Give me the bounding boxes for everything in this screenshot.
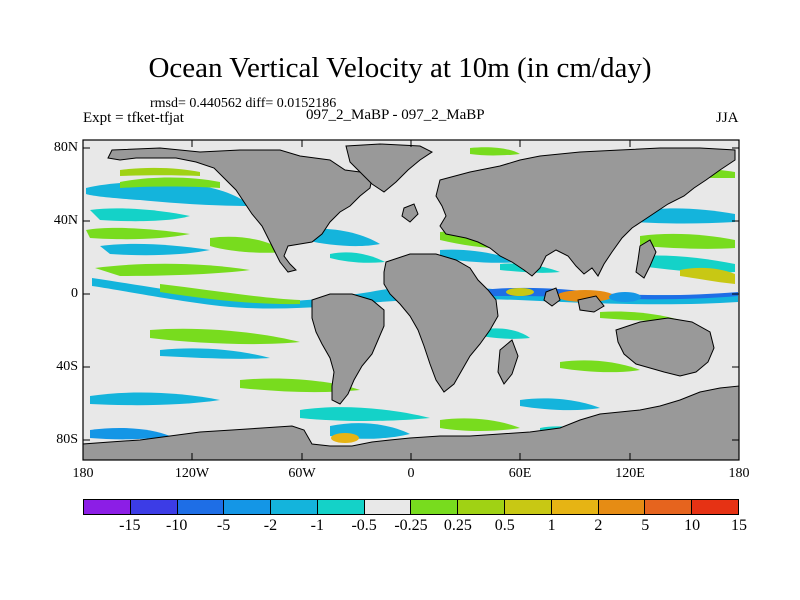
contour-patch: [520, 398, 600, 411]
colorbar-box: [411, 500, 459, 514]
land-eurasia: [435, 147, 736, 277]
land-antarctica: [82, 385, 740, 461]
x-tick-label: 180: [728, 466, 750, 481]
land-island: [401, 203, 419, 223]
colorbar-label: -15: [119, 517, 141, 534]
contour-patch: [506, 288, 534, 296]
land-madagascar: [497, 339, 519, 385]
x-tick-label: 60W: [288, 466, 316, 481]
contour-patch: [480, 287, 738, 300]
y-tick-label: 40N: [53, 213, 78, 228]
x-tick-label: 180: [72, 466, 94, 481]
colorbar-box: [645, 500, 693, 514]
contour-patch: [120, 177, 220, 188]
contour-patch: [640, 233, 735, 249]
contour-patch: [640, 255, 735, 273]
colorbar-label: 5: [641, 517, 650, 534]
contour-patch: [90, 392, 220, 406]
season-label: JJA: [716, 110, 739, 126]
colorbar-label: 15: [731, 517, 747, 534]
contour-patch: [120, 167, 200, 176]
y-tick-marks: [83, 147, 739, 441]
contour-patch: [160, 284, 300, 305]
plot-title: Ocean Vertical Velocity at 10m (in cm/da…: [148, 52, 652, 84]
colorbar-box: [84, 500, 131, 514]
y-tick-label: 0: [71, 286, 78, 301]
colorbar-label: -10: [166, 517, 188, 534]
colorbar-box: [364, 500, 412, 514]
contour-patch: [95, 263, 250, 276]
colorbar-label: -0.5: [351, 517, 377, 534]
land-island: [577, 295, 605, 313]
colorbar-label: -0.25: [394, 517, 428, 534]
colorbar-box: [505, 500, 552, 514]
center-label: 097_2_MaBP - 097_2_MaBP: [306, 107, 485, 123]
colorbar: [83, 499, 739, 515]
contour-patch: [330, 252, 385, 263]
colorbar-label: 0.25: [443, 517, 472, 534]
stats-label: rmsd= 0.440562 diff= 0.0152186: [150, 96, 337, 111]
land-masses: [82, 143, 740, 461]
colorbar-box: [130, 500, 178, 514]
contour-patch: [90, 208, 190, 222]
colorbar-box: [177, 500, 225, 514]
colorbar-label: -1: [310, 517, 324, 534]
contour-patch: [609, 292, 641, 302]
contour-patch: [600, 311, 680, 321]
contour-patch: [331, 433, 359, 443]
colorbar-label: 10: [684, 517, 701, 534]
y-tick-label: 40S: [56, 359, 78, 374]
contour-patch: [470, 147, 520, 156]
colorbar-label: 0.5: [494, 517, 515, 534]
contour-patch: [86, 181, 250, 206]
colorbar-box: [458, 500, 506, 514]
x-tick-marks: [82, 140, 740, 460]
colorbar-box: [692, 500, 738, 514]
colorbar-box: [317, 500, 365, 514]
contour-patch: [560, 360, 640, 373]
colorbar-box: [224, 500, 272, 514]
contour-patch: [240, 378, 360, 393]
y-tick-label: 80S: [56, 432, 78, 447]
colorbar-box: [551, 500, 599, 514]
contour-patch: [90, 428, 170, 440]
x-tick-label: 120W: [174, 466, 210, 481]
x-tick-label: 0: [407, 466, 415, 481]
land-japan: [635, 239, 657, 279]
colorbar-label: 2: [594, 517, 603, 534]
contour-patch: [440, 249, 520, 263]
contour-patch: [440, 418, 520, 431]
contour-patch: [160, 348, 270, 359]
contour-patch: [100, 243, 210, 256]
contour-patch: [680, 267, 735, 284]
colorbar-box: [271, 500, 318, 514]
y-tick-label: 80N: [53, 140, 78, 155]
colorbar-box: [598, 500, 646, 514]
colorbar-label: 1: [547, 517, 556, 534]
colorbar-label: -5: [216, 517, 231, 534]
land-africa: [383, 253, 499, 393]
contour-patch: [150, 328, 300, 345]
contour-patch: [86, 227, 190, 240]
contour-patch: [635, 208, 735, 224]
colorbar-label: -2: [263, 517, 278, 534]
contour-patch: [480, 328, 530, 339]
x-tick-label: 120E: [615, 466, 645, 481]
land-island: [543, 287, 561, 307]
land-south-america: [311, 293, 385, 405]
land-australia: [615, 317, 715, 377]
x-tick-label: 60E: [508, 466, 532, 481]
experiment-label: Expt = tfket-tfjat: [83, 110, 184, 126]
contour-patch: [210, 236, 285, 253]
land-greenland: [345, 143, 433, 193]
land-north-america: [107, 147, 373, 273]
contour-patch: [300, 407, 430, 421]
